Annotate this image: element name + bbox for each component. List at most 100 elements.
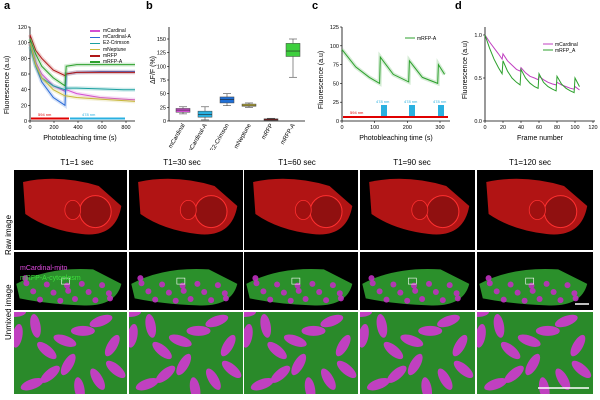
y-tick-label: 0 [24, 119, 27, 125]
chart-d-ylabel: Fluorescence (a.u) [462, 41, 469, 99]
zoom-image-panel [477, 312, 593, 394]
y-tick-label: 125 [330, 25, 339, 31]
y-tick-label: 50 [333, 81, 339, 87]
y-tick-label: 125 [157, 51, 166, 57]
y-tick-label: 40 [21, 88, 27, 94]
x-tick-label: mCardinal [168, 123, 187, 150]
x-tick-label: 40 [518, 125, 524, 131]
series-line-mrfp-a [484, 34, 580, 94]
panel-label-d: d [455, 0, 462, 12]
row-label-unmixed: Unmixed image [4, 284, 13, 340]
chart-a-legend-item: E2-Crimson [103, 40, 130, 47]
chart-a-xlabel: Photobleaching time (s) [43, 135, 117, 142]
series-line-mrfp-a [29, 38, 135, 87]
chart-c-laser-478-bar [381, 105, 387, 116]
y-tick-label: 25 [160, 105, 166, 111]
unmix-image-panel [477, 252, 593, 310]
y-tick-label: 75 [160, 78, 166, 84]
y-tick-label: 0 [336, 119, 339, 125]
x-tick-label: 20 [500, 125, 506, 131]
chart-d: Fluorescence (a.u) 0.0 0.5 1.0 0 20 40 60 80 10… [462, 27, 598, 142]
unmixed-legend-mito: mCardinal-mito [20, 265, 68, 272]
chart-c-laser-478-label: 478 nm [404, 99, 418, 104]
series-line-mneptune [29, 42, 136, 102]
x-tick-label: 300 [435, 125, 444, 131]
chart-b: ΔF/F (%) 0 25 50 75 100 125 150 mCardinal mCard… [150, 27, 305, 150]
y-tick-label: 0.0 [474, 119, 482, 125]
row-label-raw: Raw image [4, 214, 13, 255]
chart-a-legend: mCardinal mCardinal-A E2-Crimson mNeptun… [90, 28, 131, 65]
y-tick-label: 0.5 [474, 76, 482, 82]
chart-c-laser-478-label: 478 nm [433, 99, 447, 104]
panel-label-b: b [146, 0, 153, 12]
x-tick-label: 200 [403, 125, 412, 131]
time-label: T1=30 sec [163, 158, 201, 167]
chart-a: Fluorescence (a.u) 0 20 40 60 80 100 120 0 200 4… [4, 25, 136, 142]
chart-a-laser-594-label: 594 nm [38, 112, 52, 117]
y-tick-label: 50 [160, 92, 166, 98]
chart-a-legend-item: mRFP [103, 52, 118, 59]
unmix-image-panel [360, 252, 475, 310]
unmix-image-panel [14, 252, 127, 310]
raw-image-panel [244, 170, 358, 250]
x-tick-label: E2-Crimson [210, 123, 231, 150]
chart-a-legend-item: mCardinal-A [103, 34, 131, 41]
y-tick-label: 120 [18, 25, 27, 31]
raw-image-panel [129, 170, 243, 250]
chart-d-legend-item: mCardinal [555, 42, 578, 48]
x-tick-label: 200 [49, 125, 58, 131]
series-line-mrfp-a [341, 49, 446, 85]
unmix-image-panel [129, 252, 243, 310]
chart-c-legend-item: mRFP-A [417, 36, 437, 42]
x-tick-label: 800 [121, 125, 130, 131]
chart-a-legend-item: mCardinal [103, 28, 126, 34]
unmixed-legend: mCardinal-mito mRFP-A-cytoplasm [20, 264, 81, 284]
chart-d-legend-item: mRFP_A [555, 48, 576, 54]
x-tick-label: mNeptune [234, 122, 253, 150]
x-tick-label: mRFP [261, 123, 275, 141]
y-tick-label: 60 [21, 72, 27, 78]
unmix-image-panel [244, 252, 358, 310]
chart-a-ylabel: Fluorescence (a.u) [4, 56, 11, 114]
x-tick-label: mRFP-A [280, 123, 297, 146]
unmixed-legend-cyto: mRFP-A-cytoplasm [20, 275, 81, 282]
y-tick-label: 20 [21, 103, 27, 109]
x-tick-label: mCardinal-A [187, 123, 209, 150]
chart-c-laser-594-bar [343, 116, 448, 118]
chart-c-laser-478-bar [438, 105, 444, 116]
x-tick-label: 100 [370, 125, 379, 131]
zoom-image-panel [14, 312, 127, 394]
time-label: T1=120 sec [508, 158, 552, 167]
raw-image-panel [14, 170, 127, 250]
panel-label-c: c [312, 0, 319, 12]
y-tick-label: 80 [21, 56, 27, 62]
x-tick-label: 400 [73, 125, 82, 131]
y-tick-label: 100 [157, 64, 166, 70]
chart-a-laser-478-label: 478 nm [82, 112, 96, 117]
zoom-image-panel [129, 312, 243, 394]
y-tick-label: 1.0 [474, 33, 482, 39]
x-tick-label: 0 [28, 125, 31, 131]
chart-c-laser-478-bar [409, 105, 415, 116]
chart-a-legend-item: mNeptune [103, 46, 127, 53]
x-tick-label: 0 [340, 125, 343, 131]
raw-image-panel [477, 170, 593, 250]
x-tick-label: 600 [97, 125, 106, 131]
x-tick-label: 0 [483, 125, 486, 131]
time-label: T1=60 sec [278, 158, 316, 167]
chart-c-ylabel: Fluorescence (a.u) [318, 51, 325, 109]
zoom-image-panel [244, 312, 358, 394]
y-tick-label: 150 [157, 37, 166, 43]
y-tick-label: 25 [333, 100, 339, 106]
box-mrfp-a [285, 43, 301, 57]
chart-a-laser-478-bar [70, 117, 125, 120]
x-tick-label: 100 [570, 125, 579, 131]
time-label: T1=1 sec [60, 158, 94, 167]
chart-a-laser-594-bar [31, 117, 69, 120]
x-tick-label: 120 [588, 125, 597, 131]
y-tick-label: 100 [18, 41, 27, 47]
chart-c-xlabel: Photobleaching time (s) [359, 135, 433, 142]
y-tick-label: 75 [333, 63, 339, 69]
y-tick-label: 100 [330, 44, 339, 50]
chart-a-legend-item: mRFP-A [103, 59, 123, 66]
